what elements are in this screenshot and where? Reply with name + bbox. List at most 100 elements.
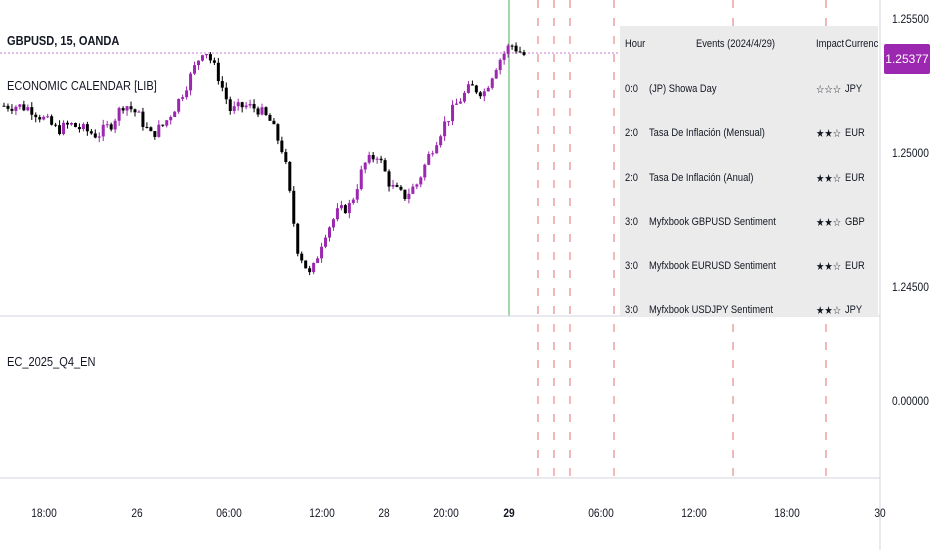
- candle-body: [407, 193, 411, 200]
- candle-body: [252, 103, 256, 109]
- x-tick: 20:00: [433, 506, 459, 520]
- candle-body: [208, 54, 212, 61]
- candle-body: [244, 105, 248, 108]
- candle-body: [359, 169, 363, 190]
- candle-body: [248, 103, 252, 106]
- candle-body: [54, 124, 58, 126]
- candle-body: [494, 70, 498, 79]
- candle-body: [522, 52, 526, 55]
- row-hour: 2:0: [625, 127, 639, 139]
- candle-body: [462, 92, 466, 102]
- candle-body: [435, 145, 439, 154]
- candle-body: [117, 108, 121, 121]
- candle-body: [105, 124, 109, 126]
- candle-body: [502, 53, 506, 60]
- candle-body: [236, 102, 240, 107]
- candle-body: [280, 140, 284, 153]
- candle-body: [351, 199, 355, 204]
- symbol-title[interactable]: GBPUSD, 15, OANDA: [7, 33, 120, 48]
- candle-body: [232, 106, 236, 111]
- candle-body: [157, 124, 161, 137]
- candle-body: [498, 59, 502, 71]
- row-currency: JPY: [845, 304, 863, 316]
- candle-body: [320, 246, 324, 259]
- candle-body: [371, 154, 375, 160]
- candle-body: [312, 262, 316, 273]
- row-currency: EUR: [845, 172, 865, 184]
- candle-body: [161, 124, 165, 126]
- y-tick: 1.25500: [892, 12, 929, 26]
- candle-body: [288, 161, 292, 191]
- candle-body: [85, 124, 89, 132]
- candle-body: [403, 189, 407, 200]
- candle-body: [304, 260, 308, 269]
- row-hour: 3:0: [625, 216, 639, 228]
- candle-body: [14, 106, 18, 111]
- candle-body: [101, 124, 105, 137]
- candle-body: [216, 62, 220, 82]
- calendar-header: Hour Events (2024/4/29) Impact Currency: [620, 38, 878, 60]
- row-event: Myfxbook EURUSD Sentiment: [649, 260, 776, 272]
- candle-body: [443, 121, 447, 137]
- candle-body: [419, 177, 423, 185]
- candle-body: [137, 111, 141, 113]
- candle-body: [411, 186, 415, 194]
- candle-body: [2, 105, 6, 107]
- candle-body: [399, 186, 403, 190]
- candle-body: [331, 219, 335, 228]
- candle-body: [193, 65, 197, 74]
- row-hour: 0:0: [625, 83, 639, 95]
- candle-body: [62, 122, 66, 135]
- row-event: (JP) Showa Day: [649, 83, 717, 95]
- candle-body: [447, 121, 451, 123]
- x-tick: 12:00: [309, 506, 335, 520]
- candle-body: [26, 107, 30, 111]
- header-currency: Currency: [845, 38, 878, 50]
- x-tick: 28: [378, 506, 390, 520]
- row-event: Myfxbook USDJPY Sentiment: [649, 304, 774, 316]
- candle-body: [490, 78, 494, 88]
- calendar-row: 0:0 (JP) Showa Day ☆☆☆ JPY: [620, 83, 878, 103]
- pane2-y-tick: 0.00000: [892, 394, 929, 408]
- candle-body: [50, 116, 54, 125]
- candle-body: [451, 104, 455, 122]
- candle-body: [391, 184, 395, 187]
- candle-body: [264, 107, 268, 116]
- candle-body: [240, 102, 244, 108]
- candle-body: [125, 106, 129, 111]
- row-impact-stars: ★★☆: [816, 305, 842, 316]
- candle-body: [300, 253, 304, 261]
- candle-body: [200, 55, 204, 61]
- candle-body: [22, 104, 26, 111]
- row-impact-stars: ★★☆: [816, 261, 842, 273]
- indicator-title[interactable]: ECONOMIC CALENDAR [LIB]: [7, 78, 157, 93]
- candle-body: [197, 60, 201, 66]
- candle-body: [204, 54, 208, 56]
- candle-body: [66, 122, 70, 125]
- candle-body: [367, 154, 371, 163]
- candle-body: [415, 184, 419, 187]
- candle-body: [260, 107, 264, 115]
- header-events: Events (2024/4/29): [696, 38, 776, 50]
- candle-body: [387, 171, 391, 187]
- candle-body: [272, 120, 276, 125]
- candle-body: [46, 116, 50, 118]
- candle-body: [518, 51, 522, 53]
- x-tick: 18:00: [31, 506, 57, 520]
- row-event: Tasa De Inflación (Anual): [649, 172, 754, 184]
- candle-body: [292, 190, 296, 224]
- candle-body: [458, 101, 462, 104]
- candle-body: [268, 115, 272, 121]
- y-tick: 1.24500: [892, 280, 929, 294]
- pane2-indicator-title[interactable]: EC_2025_Q4_EN: [7, 354, 96, 369]
- candle-body: [343, 205, 347, 214]
- x-tick: 18:00: [774, 506, 800, 520]
- candle-body: [173, 111, 177, 117]
- row-currency: JPY: [845, 83, 863, 95]
- x-tick: 30: [874, 506, 886, 520]
- candle-body: [339, 205, 343, 209]
- row-hour: 3:0: [625, 260, 639, 272]
- candle-body: [224, 87, 228, 100]
- candle-body: [466, 84, 470, 93]
- candle-body: [427, 154, 431, 165]
